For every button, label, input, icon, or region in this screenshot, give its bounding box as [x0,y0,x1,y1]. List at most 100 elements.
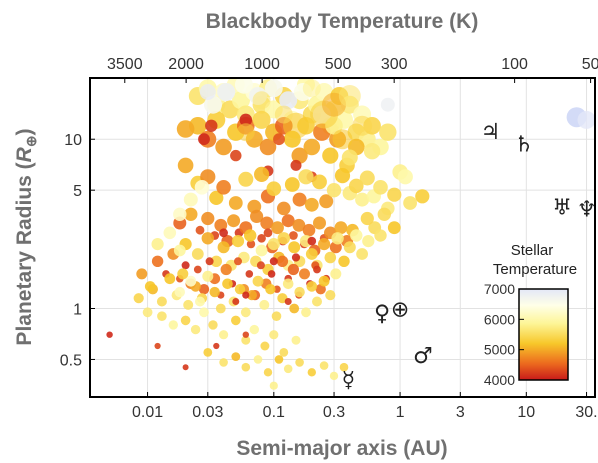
planet-point [266,181,282,196]
y-tick-label: 10 [64,132,82,149]
planet-point [190,324,201,335]
planet-point [295,358,304,367]
planet-point [151,255,164,267]
planet-point [307,368,316,377]
planet-point [245,270,254,278]
colorbar-ticks: 7000 6000 5000 4000 [484,281,524,388]
planet-point [232,298,240,305]
planet-point [279,91,298,110]
planet-point [276,255,289,267]
top-axis-title: Blackbody Temperature (K) [206,10,479,33]
planet-point [313,265,321,274]
y-axis-ticks: 0.5 1 5 10 [60,132,95,369]
planet-point [227,214,241,228]
y-axis-title-main: Planetary Radius ( [13,162,36,345]
x-tick-label: 1 [396,404,405,421]
planet-point [282,278,294,290]
planet-point [256,261,265,270]
colorbar-gradient [518,288,569,381]
planet-point [338,255,350,267]
planet-point [379,123,397,141]
planet-point [163,226,177,240]
planet-point [198,133,210,146]
planet-point [157,311,167,322]
colorbar-tick-label: 5000 [484,342,515,358]
planet-point [238,171,254,187]
planet-point [249,324,259,335]
planet-point-hot-star [199,84,216,100]
planet-point [195,296,205,307]
planet-point-large [274,105,293,124]
planet-point-large [236,123,255,142]
planet-point [142,307,153,318]
colorbar-tick-label: 6000 [484,311,515,327]
planet-point [291,147,308,164]
planet-point [242,331,249,338]
planet-point [242,291,250,299]
planet-point [315,284,326,295]
planet-point [289,303,300,314]
planet-point [267,270,276,278]
planet-point [334,168,351,184]
planet-point [269,257,278,266]
planet-point [318,275,330,287]
x-tick-label: 10 [517,404,535,421]
planet-point [362,235,375,248]
x-axis-ticks: 0.01 0.03 0.1 0.3 1 3 10 30. [132,392,598,421]
planet-point [231,315,241,326]
planet-point [195,225,205,235]
planet-point [234,257,242,266]
planet-symbol-saturn: ♄ [514,132,534,157]
planet-point [219,358,228,367]
planet-point [260,216,274,230]
planet-point [182,364,189,371]
planet-point [252,110,271,129]
planet-point [244,229,257,242]
planet-symbol-mars: ♂ [413,344,433,369]
planet-point [287,263,299,276]
planet-point [259,138,277,156]
planet-point [260,341,270,351]
planet-point [219,330,229,340]
planet-point [387,221,401,235]
planet-point [173,207,187,221]
planet-point [199,307,209,318]
planet-point [292,218,306,232]
planet-point [209,286,220,298]
colorbar-tick-label: 7000 [484,281,515,297]
planet-point [210,255,222,267]
planet-point [177,157,194,174]
planet-point [339,362,349,372]
planet-point-large [332,129,353,150]
planet-point [312,174,327,190]
planet-point [240,307,251,318]
planet-point [269,381,278,390]
planet-point [246,239,256,249]
planet-point [273,133,285,146]
planet-point [325,290,336,301]
planet-point [259,299,270,310]
planet-point [277,232,290,245]
planet-point [173,244,186,257]
planet-point [271,221,284,235]
x-tick-label: 0.01 [132,404,163,421]
planet-point [264,79,283,98]
colorbar: Stellar Temperature 7000 6000 5000 4000 [484,242,577,388]
planet-point [373,180,388,195]
planet-point [415,189,430,204]
planet-point [326,183,342,198]
planet-point [217,241,230,254]
planet-symbol-earth: ⊕ [391,298,409,323]
top-tick-label: 2000 [168,56,204,73]
planet-point [106,331,113,338]
planet-symbol-uranus: ♅ [552,196,572,221]
top-axis-ticks: 3500 2000 1000 500 300 100 50 [107,56,598,83]
planet-point [319,361,329,370]
planet-symbol-neptune: ♆ [577,197,597,222]
planet-point-hot-star [380,97,395,112]
planet-point [133,293,144,304]
planet-point [203,348,213,357]
planet-point [183,299,194,310]
planet-point [230,149,242,162]
planet-point [205,257,214,266]
